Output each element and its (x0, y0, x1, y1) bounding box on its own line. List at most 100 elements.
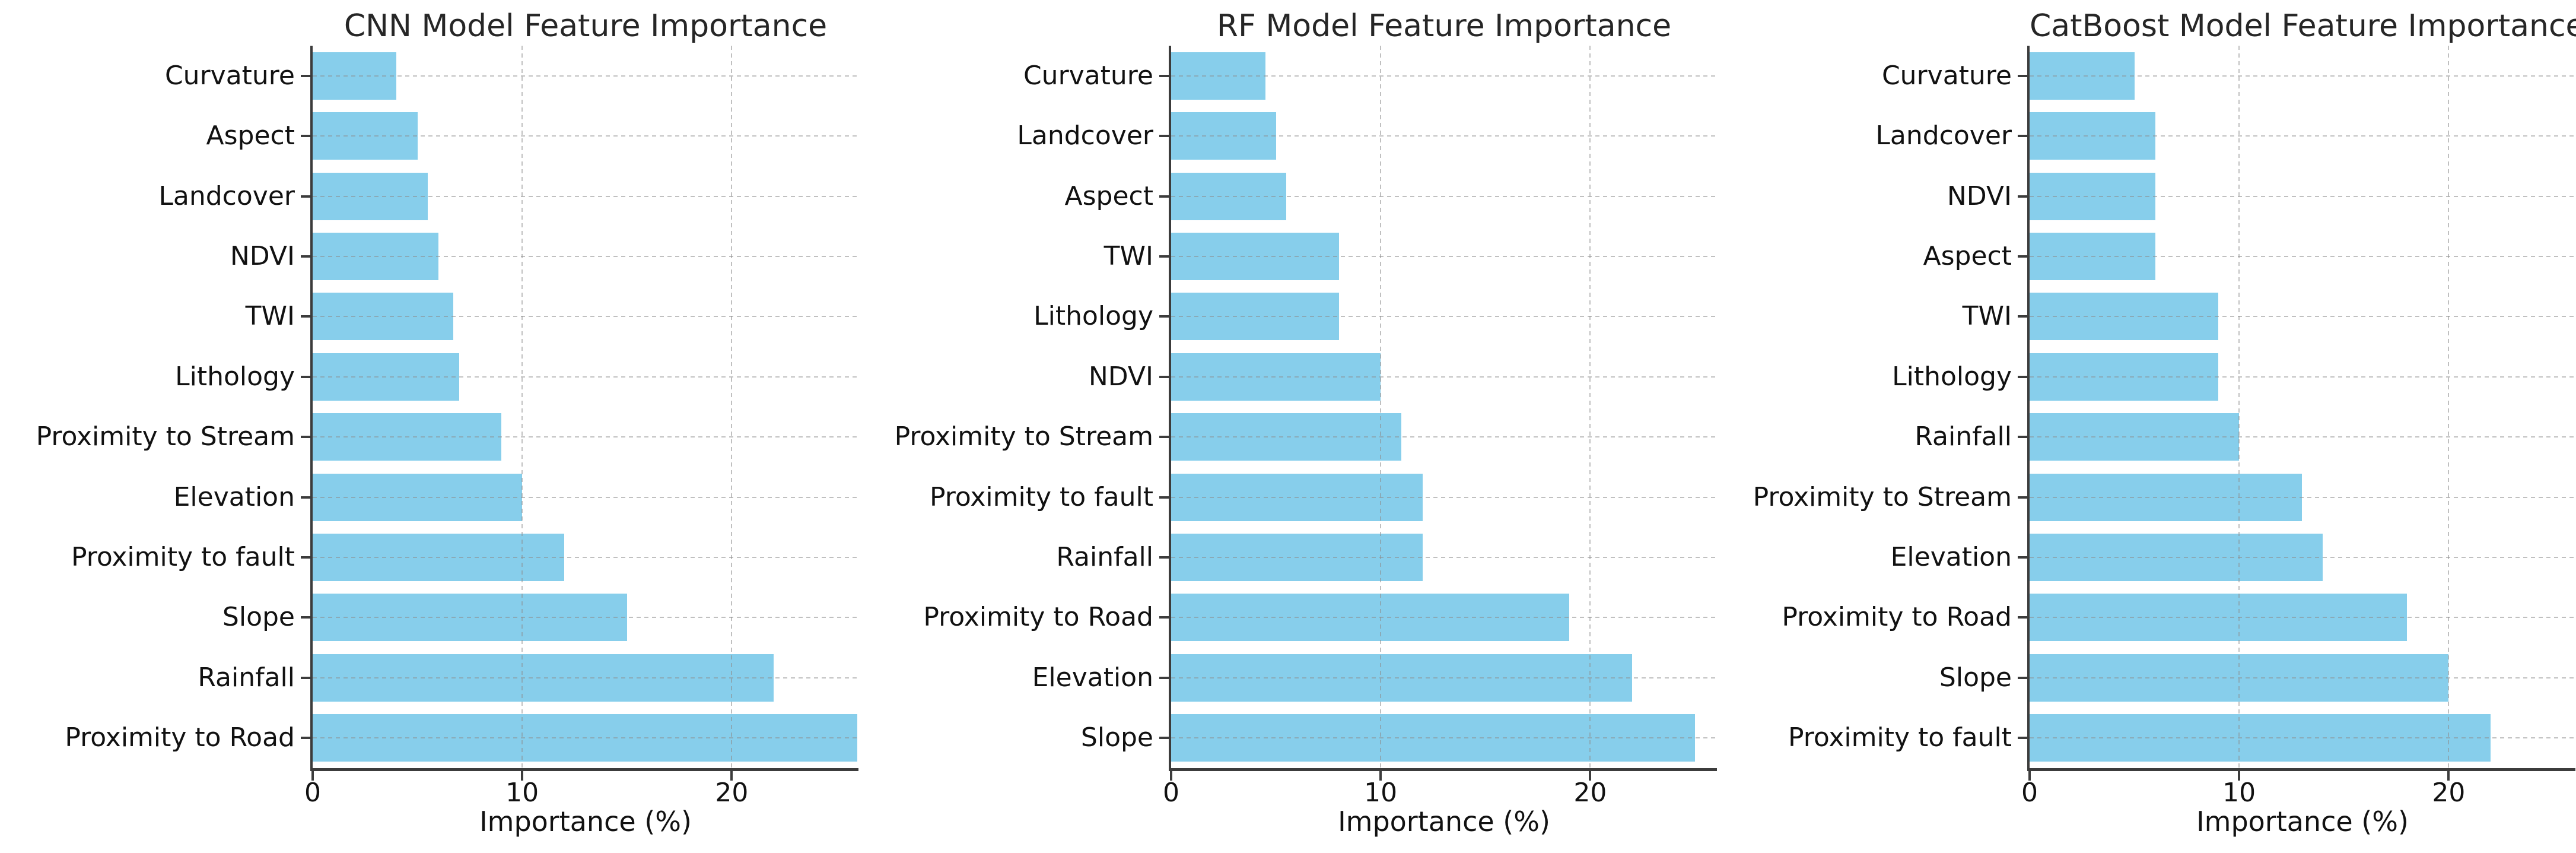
x-tick-label-0: 0 (2021, 778, 2038, 808)
y-gridline (1171, 677, 1717, 678)
x-tick-mark-20 (1589, 771, 1592, 781)
y-tick-mark (301, 676, 310, 679)
y-gridline (313, 737, 858, 739)
y-tick-mark (2018, 496, 2027, 499)
y-gridline (1171, 75, 1717, 77)
y-tick-label-aspect: Aspect (1923, 240, 2012, 271)
y-tick-mark (2018, 74, 2027, 77)
chart-title: CatBoost Model Feature Importance (2030, 8, 2576, 44)
y-gridline (1171, 496, 1717, 498)
y-tick-mark (301, 737, 310, 740)
y-tick-label-proximity-to-stream: Proximity to Stream (894, 421, 1153, 452)
y-tick-label-slope: Slope (1939, 662, 2012, 693)
plot-area: 0 10 20 Curvature Aspect Landcover NDVI TWI Lith… (36, 46, 858, 808)
chart-rf-feature-importance: RF Model Feature Importance 0 10 20 Curvatu… (858, 0, 1717, 853)
x-tick-label-20: 20 (715, 778, 749, 808)
x-tick-mark-0 (2028, 771, 2031, 781)
y-tick-mark (301, 375, 310, 378)
x-tick-mark-20 (2447, 771, 2450, 781)
y-tick-label-proximity-to-fault: Proximity to fault (71, 542, 295, 573)
x-tick-label-10: 10 (2222, 778, 2256, 808)
y-tick-label-aspect: Aspect (206, 121, 295, 151)
y-tick-mark (2018, 556, 2027, 559)
y-tick-label-lithology: Lithology (175, 361, 295, 392)
y-tick-label-proximity-to-fault: Proximity to fault (1788, 722, 2012, 753)
y-tick-label-lithology: Lithology (1033, 301, 1153, 332)
y-gridline (313, 316, 858, 318)
y-tick-mark (301, 315, 310, 318)
y-gridline (1171, 557, 1717, 559)
y-tick-label-landcover: Landcover (1017, 121, 1153, 151)
x-tick-label-20: 20 (1573, 778, 1607, 808)
y-tick-label-rainfall: Rainfall (1914, 421, 2012, 452)
y-gridline (313, 436, 858, 438)
y-gridline (1171, 436, 1717, 438)
y-tick-label-twi: TWI (1962, 301, 2012, 332)
y-tick-mark (2018, 135, 2027, 138)
x-tick-label-0: 0 (1163, 778, 1179, 808)
y-gridline (1171, 316, 1717, 318)
x-gridline-20 (2448, 46, 2450, 768)
y-tick-mark (2018, 315, 2027, 318)
y-tick-mark (301, 616, 310, 619)
y-tick-mark (301, 135, 310, 138)
x-axis-line (1169, 768, 1717, 771)
y-tick-label-rainfall: Rainfall (198, 662, 295, 693)
y-tick-label-slope: Slope (1080, 722, 1153, 753)
x-gridline-20 (1589, 46, 1591, 768)
y-gridline (313, 496, 858, 498)
y-gridline (2030, 376, 2575, 378)
y-gridline (313, 135, 858, 137)
x-gridline-20 (731, 46, 733, 768)
x-axis-label: Importance (%) (1338, 806, 1550, 838)
y-axis-line (310, 46, 313, 768)
chart-title: CNN Model Feature Importance (344, 8, 828, 44)
x-axis-line (2027, 768, 2575, 771)
y-gridline (313, 195, 858, 197)
y-tick-mark (2018, 375, 2027, 378)
x-gridline-10 (1380, 46, 1382, 768)
y-tick-label-rainfall: Rainfall (1056, 542, 1153, 573)
y-gridline (313, 617, 858, 619)
y-tick-mark (2018, 676, 2027, 679)
y-gridline (2030, 135, 2575, 137)
y-tick-mark (301, 436, 310, 439)
y-tick-mark (1159, 74, 1169, 77)
y-tick-mark (1159, 496, 1169, 499)
y-gridline (313, 255, 858, 257)
y-tick-mark (301, 496, 310, 499)
y-gridline (2030, 677, 2575, 678)
y-gridline (2030, 617, 2575, 619)
y-tick-mark (1159, 737, 1169, 740)
y-tick-label-twi: TWI (245, 301, 295, 332)
y-tick-mark (301, 74, 310, 77)
y-gridline (313, 557, 858, 559)
y-tick-mark (1159, 255, 1169, 258)
y-gridline (2030, 195, 2575, 197)
y-tick-label-aspect: Aspect (1064, 180, 1153, 211)
x-tick-mark-10 (2238, 771, 2241, 781)
y-tick-mark (1159, 436, 1169, 439)
y-tick-mark (301, 556, 310, 559)
plot-area: 0 10 20 Curvature Landcover NDVI Aspect TWI Lith… (1753, 46, 2575, 808)
y-gridline (313, 677, 858, 678)
y-tick-mark (1159, 375, 1169, 378)
x-axis-line (310, 768, 858, 771)
y-tick-label-elevation: Elevation (173, 481, 295, 512)
plot-area: 0 10 20 Curvature Landcover Aspect TWI Litholog… (895, 46, 1717, 808)
x-axis-label: Importance (%) (479, 806, 692, 838)
y-tick-label-proximity-to-stream: Proximity to Stream (1753, 481, 2012, 512)
y-gridline (2030, 737, 2575, 739)
y-gridline (2030, 557, 2575, 559)
y-tick-mark (1159, 616, 1169, 619)
y-tick-label-curvature: Curvature (1023, 60, 1153, 91)
y-tick-mark (2018, 436, 2027, 439)
y-tick-label-proximity-to-fault: Proximity to fault (929, 481, 1153, 512)
x-tick-mark-0 (311, 771, 314, 781)
y-gridline (2030, 75, 2575, 77)
y-tick-label-curvature: Curvature (1881, 60, 2012, 91)
y-tick-label-slope: Slope (222, 602, 295, 633)
y-tick-label-curvature: Curvature (164, 60, 295, 91)
y-gridline (1171, 617, 1717, 619)
x-tick-mark-10 (1379, 771, 1382, 781)
